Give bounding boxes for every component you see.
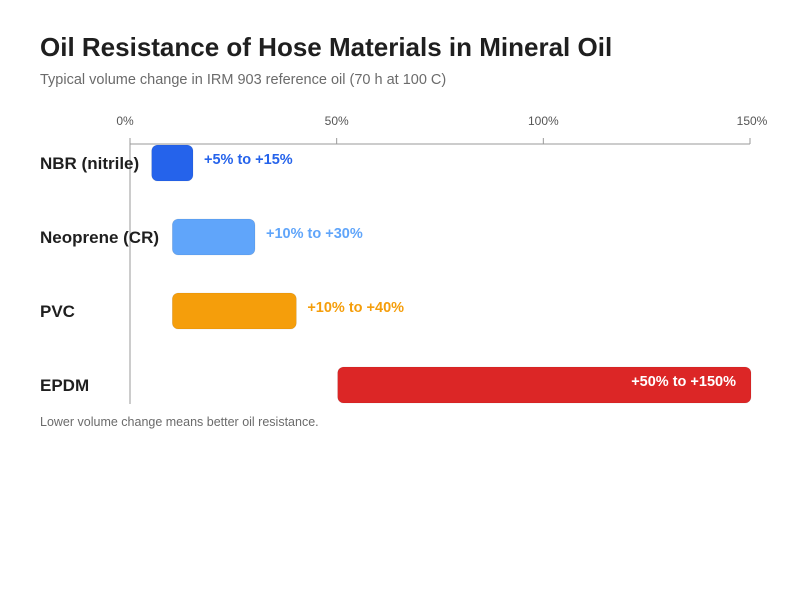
bar-epdm (337, 366, 752, 404)
chart-subtitle: Typical volume change in IRM 903 referen… (40, 72, 447, 88)
x-tick-label: 0% (116, 114, 134, 128)
data-label: +10% to +30% (266, 226, 363, 242)
data-label: +10% to +40% (307, 300, 404, 316)
x-tick-label: 50% (325, 114, 349, 128)
bar-neoprene-cr (172, 218, 256, 256)
bar-nbr-nitrile (151, 144, 194, 182)
x-tick-label: 100% (528, 114, 559, 128)
category-label: EPDM (40, 376, 89, 395)
category-label: PVC (40, 302, 75, 321)
data-labels: +5% to +15% +10% to +30% +10% to +40% +50% … (204, 152, 736, 390)
category-labels: NBR (nitrile) Neoprene (CR) PVC EPDM (40, 154, 159, 395)
x-axis: 0% 50% 100% 150% (116, 114, 768, 404)
category-label: NBR (nitrile) (40, 154, 139, 173)
data-label: +50% to +150% (631, 374, 736, 390)
chart-title: Oil Resistance of Hose Materials in Mine… (40, 32, 613, 62)
chart-footnote: Lower volume change means better oil res… (40, 415, 319, 429)
data-label: +5% to +15% (204, 152, 293, 168)
x-tick-label: 150% (737, 114, 768, 128)
bar-pvc (172, 292, 297, 330)
category-label: Neoprene (CR) (40, 228, 159, 247)
bars-group (151, 144, 752, 404)
